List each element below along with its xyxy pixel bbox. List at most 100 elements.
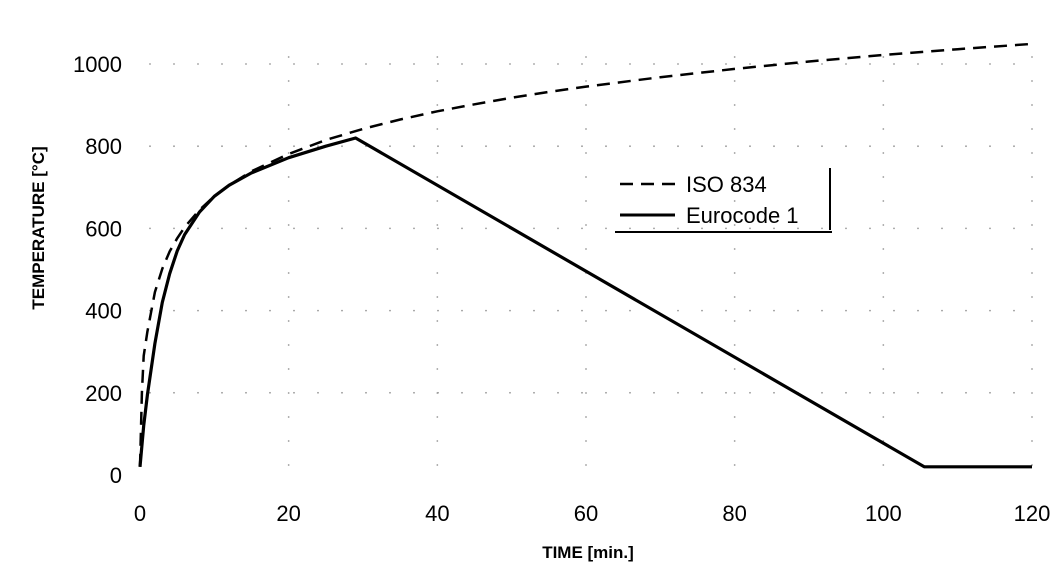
grid-dot-x80 bbox=[733, 248, 736, 250]
x-axis-title: TIME [min.] bbox=[542, 543, 634, 562]
x-tick-labels: 0 20 40 60 80 100 120 bbox=[134, 501, 1050, 526]
grid-dot-y1000 bbox=[917, 63, 919, 65]
grid-dot-x80 bbox=[733, 368, 736, 370]
grid-dot-x60 bbox=[585, 176, 587, 178]
grid-dot-y600 bbox=[533, 227, 535, 230]
grid-dot-y600 bbox=[485, 227, 487, 230]
grid-dot-x40 bbox=[436, 128, 439, 130]
grid-dot-y200 bbox=[509, 391, 511, 394]
grid-dot-y600 bbox=[197, 227, 199, 230]
grid-dot-x120 bbox=[1031, 440, 1033, 442]
grid-dot-y400 bbox=[701, 309, 703, 312]
y-axis-title: TEMPERATURE [°C] bbox=[29, 146, 48, 309]
grid-dot-y800 bbox=[797, 145, 799, 148]
grid-dot-y200 bbox=[917, 391, 919, 394]
grid-dot-y200 bbox=[485, 391, 487, 394]
grid-dot-y400 bbox=[797, 309, 799, 312]
grid-dot-x80 bbox=[733, 416, 736, 418]
grid-dot-y800 bbox=[893, 145, 895, 148]
x-tick-label: 60 bbox=[574, 501, 598, 526]
grid-dot-y1000 bbox=[869, 63, 871, 65]
grid-dot-x60 bbox=[585, 128, 587, 130]
grid-dot-y1000 bbox=[605, 63, 607, 65]
grid-dot-x80 bbox=[733, 176, 736, 178]
grid-dot-x120 bbox=[1031, 200, 1033, 202]
grid-dot-y600 bbox=[293, 227, 295, 230]
grid-dot-y1000 bbox=[269, 63, 271, 65]
grid-dot-y1000 bbox=[173, 63, 175, 65]
grid-dot-x120 bbox=[1031, 344, 1033, 346]
grid-dot-x40 bbox=[436, 152, 439, 154]
grid-dot-x80 bbox=[733, 464, 736, 466]
grid-dot-y1000 bbox=[749, 63, 751, 65]
grid-dot-y1000 bbox=[221, 63, 223, 65]
grid-dot-x80 bbox=[733, 272, 736, 274]
grid-dot-y1000 bbox=[245, 63, 247, 65]
grid-dot-y400 bbox=[293, 309, 295, 312]
grid-dot-x120 bbox=[1031, 248, 1033, 250]
series-line-iso834 bbox=[138, 42, 1033, 467]
grid-dot-y600 bbox=[821, 227, 823, 230]
grid-dot-y400 bbox=[509, 309, 511, 312]
y-tick-label: 200 bbox=[85, 381, 122, 406]
grid-dot-y400 bbox=[605, 309, 607, 312]
grid-dot-x120 bbox=[1031, 272, 1033, 274]
grid-dot-x40 bbox=[436, 56, 439, 58]
grid-dot-y600 bbox=[389, 227, 391, 230]
grid-dot-x20 bbox=[287, 176, 290, 178]
grid-dot-y200 bbox=[1013, 391, 1015, 394]
grid-dot-y400 bbox=[389, 309, 391, 312]
grid-dot-y800 bbox=[701, 145, 703, 148]
grid-dot-y400 bbox=[197, 309, 199, 312]
grid-dot-y600 bbox=[989, 227, 991, 230]
grid-dot-y600 bbox=[653, 227, 655, 230]
grid-dot-x100 bbox=[882, 80, 885, 82]
grid-dot-y600 bbox=[557, 227, 559, 230]
grid-dot-x60 bbox=[585, 464, 587, 466]
grid-dot-y1000 bbox=[341, 63, 343, 65]
grid-dot-x120 bbox=[1031, 224, 1033, 226]
grid-dot-y1000 bbox=[365, 63, 367, 65]
grid-dot-y600 bbox=[605, 227, 607, 230]
grid-dot-y200 bbox=[341, 391, 343, 394]
grid-dot-y200 bbox=[821, 391, 823, 394]
grid-dot-y600 bbox=[413, 227, 415, 230]
grid-dot-y800 bbox=[629, 145, 631, 148]
grid-dot-y1000 bbox=[965, 63, 967, 65]
grid-dot-y400 bbox=[557, 309, 559, 312]
grid-dot-y200 bbox=[365, 391, 367, 394]
grid-dot-y200 bbox=[245, 391, 247, 394]
x-tick-label: 120 bbox=[1014, 501, 1051, 526]
grid-dot-x120 bbox=[1031, 104, 1033, 106]
grid-dot-y400 bbox=[917, 309, 919, 312]
grid-dot-y200 bbox=[269, 391, 271, 394]
x-tick-label: 80 bbox=[722, 501, 746, 526]
grid-dot-x80 bbox=[733, 224, 736, 226]
grid-dot-x60 bbox=[585, 104, 587, 106]
grid-dot-y400 bbox=[437, 309, 439, 312]
grid-dot-y600 bbox=[845, 227, 847, 230]
series-lines bbox=[138, 42, 1033, 469]
grid-dot-y200 bbox=[629, 391, 631, 394]
grid-dot-y200 bbox=[869, 391, 871, 394]
grid-dot-y1000 bbox=[989, 63, 991, 65]
grid-dot-y200 bbox=[965, 391, 967, 394]
legend-label-iso834: ISO 834 bbox=[686, 172, 767, 197]
grid-dot-x20 bbox=[287, 344, 290, 346]
grid-dot-y800 bbox=[509, 145, 511, 148]
grid-dot-y600 bbox=[1013, 227, 1015, 230]
grid-dot-y1000 bbox=[893, 63, 895, 65]
grid-dot-y600 bbox=[173, 227, 175, 230]
grid-dot-y200 bbox=[413, 391, 415, 394]
grid-dot-y400 bbox=[269, 309, 271, 312]
grid-dot-y800 bbox=[1013, 145, 1015, 148]
grid-dot-y1000 bbox=[413, 63, 415, 65]
grid-dot-y800 bbox=[341, 145, 343, 148]
grid-dot-y600 bbox=[797, 227, 799, 230]
grid-dot-y200 bbox=[941, 391, 943, 394]
grid-dot-y400 bbox=[677, 309, 679, 312]
grid-dot-x40 bbox=[436, 248, 439, 250]
grid-dot-x20 bbox=[287, 128, 290, 130]
grid-dot-x100 bbox=[882, 128, 885, 130]
grid-dot-x80 bbox=[733, 128, 736, 130]
